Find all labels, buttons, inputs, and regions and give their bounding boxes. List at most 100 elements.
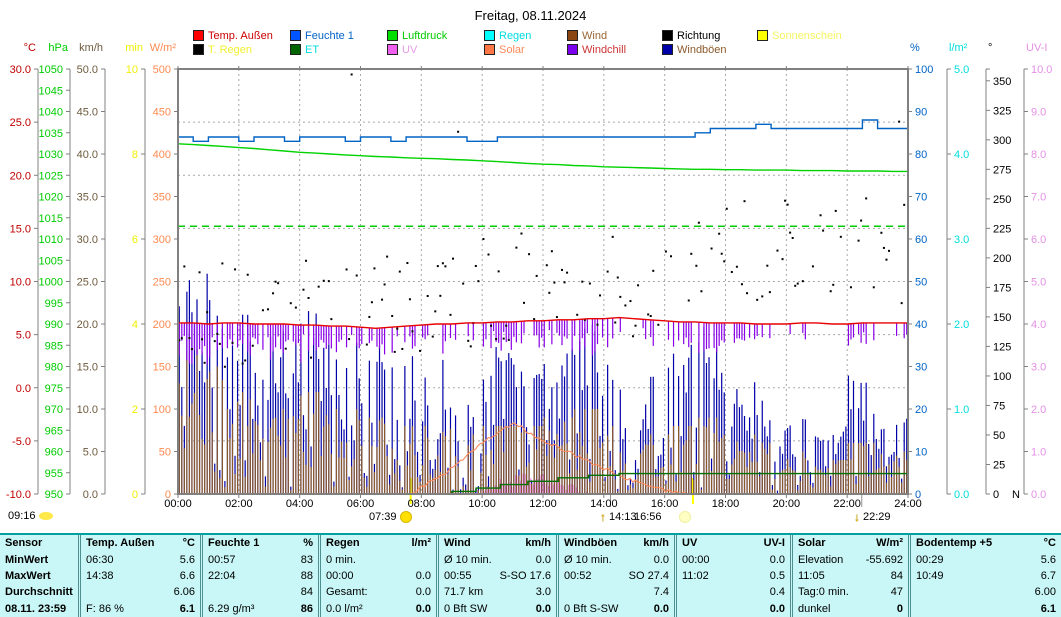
- svg-text:5.0: 5.0: [16, 330, 31, 342]
- svg-text:1030: 1030: [39, 149, 63, 161]
- svg-text:1045: 1045: [39, 85, 63, 97]
- svg-text:2.0: 2.0: [954, 319, 969, 331]
- svg-text:70: 70: [915, 192, 927, 204]
- legend-label: ET: [305, 43, 320, 56]
- sunset-sun-icon: [678, 511, 691, 523]
- legend-swatch-icon: [662, 44, 673, 55]
- table-cell-regen-header: Regen l/m²: [318, 535, 436, 552]
- svg-text:hPa: hPa: [48, 42, 68, 54]
- sun-blob-icon: [38, 512, 53, 520]
- svg-text:35.0: 35.0: [77, 192, 98, 204]
- temperature-line: [178, 316, 908, 330]
- svg-text:10: 10: [915, 447, 927, 459]
- svg-text:W/m²: W/m²: [150, 42, 177, 54]
- svg-text:N: N: [1012, 489, 1020, 501]
- svg-text:965: 965: [45, 425, 63, 437]
- svg-text:0: 0: [165, 489, 171, 501]
- svg-text:1025: 1025: [39, 170, 63, 182]
- legend-swatch-icon: [290, 30, 301, 41]
- svg-text:5.0: 5.0: [954, 64, 969, 76]
- svg-text:20.0: 20.0: [10, 170, 31, 182]
- svg-text:45.0: 45.0: [77, 107, 98, 119]
- svg-text:30.0: 30.0: [77, 234, 98, 246]
- svg-text:175: 175: [993, 282, 1011, 294]
- svg-text:970: 970: [45, 404, 63, 416]
- legend-swatch-icon: [387, 44, 398, 55]
- legend-label: Wind: [582, 29, 608, 42]
- svg-text:0.0: 0.0: [1031, 489, 1046, 501]
- moonrise-label: 14:13: [609, 511, 637, 523]
- table-cell-bodentemp-5: 10:49 6.7: [908, 567, 1061, 585]
- sunset-marker: 16:56: [634, 510, 691, 524]
- page-title: Freitag, 08.11.2024: [474, 8, 587, 23]
- svg-text:0.0: 0.0: [83, 489, 98, 501]
- legend-swatch-icon: [757, 30, 768, 41]
- legend-item-et: ET: [290, 43, 319, 56]
- sunshine-marks: [409, 478, 694, 504]
- svg-text:1005: 1005: [39, 255, 63, 267]
- svg-text:1015: 1015: [39, 213, 63, 225]
- svg-text:60: 60: [915, 234, 927, 246]
- svg-text:0: 0: [132, 489, 138, 501]
- svg-text:960: 960: [45, 447, 63, 459]
- svg-text:200: 200: [153, 319, 171, 331]
- table-cell-solar: 11:05 84: [790, 567, 908, 585]
- legend-swatch-icon: [567, 44, 578, 55]
- svg-text:25.0: 25.0: [10, 117, 31, 129]
- svg-text:20:00: 20:00: [773, 498, 801, 510]
- table-cell-uv: 00:00 0.0: [674, 551, 790, 568]
- svg-text:990: 990: [45, 319, 63, 331]
- table-cell-uv: 0.4: [674, 584, 790, 601]
- svg-text:30: 30: [915, 362, 927, 374]
- svg-text:40.0: 40.0: [77, 149, 98, 161]
- svg-text:18:00: 18:00: [712, 498, 740, 510]
- table-cell-regen: 0.0 l/m² 0.0: [318, 600, 436, 617]
- svg-text:250: 250: [153, 277, 171, 289]
- table-cell-bodentemp-5: 6.1: [908, 600, 1061, 617]
- svg-text:10.0: 10.0: [10, 277, 31, 289]
- sunrise-sun-icon: [399, 511, 412, 523]
- svg-text:250: 250: [993, 194, 1011, 206]
- legend-item-wind: Wind: [567, 29, 607, 42]
- legend-label: Temp. Außen: [208, 29, 273, 42]
- svg-text:50: 50: [993, 430, 1005, 442]
- table-cell-temp-au-en: 14:38 6.6: [78, 567, 200, 585]
- legend-item-solar: Solar: [484, 43, 525, 56]
- sunrise-label: 07:39: [369, 511, 397, 523]
- svg-text:UV-I: UV-I: [1026, 42, 1047, 54]
- sunrise-marker: 07:39: [369, 510, 412, 524]
- svg-text:75: 75: [993, 400, 1005, 412]
- svg-text:450: 450: [153, 107, 171, 119]
- svg-text:22:00: 22:00: [833, 498, 861, 510]
- svg-text:10:00: 10:00: [468, 498, 496, 510]
- svg-text:08:00: 08:00: [408, 498, 436, 510]
- svg-text:02:00: 02:00: [225, 498, 253, 510]
- table-cell-bodentemp-5: 6.00: [908, 584, 1061, 601]
- svg-text:7.0: 7.0: [1031, 192, 1046, 204]
- legend-swatch-icon: [387, 30, 398, 41]
- legend-label: Regen: [499, 29, 532, 42]
- legend-label: Feuchte 1: [305, 29, 354, 42]
- legend-swatch-icon: [567, 30, 578, 41]
- svg-text:25: 25: [993, 459, 1005, 471]
- svg-text:3.0: 3.0: [954, 234, 969, 246]
- sunset-label: 16:56: [634, 511, 662, 523]
- legend-swatch-icon: [193, 30, 204, 41]
- svg-text:1050: 1050: [39, 64, 63, 76]
- svg-text:10.0: 10.0: [1031, 64, 1052, 76]
- table-cell-uv-header: UV UV-I: [674, 535, 790, 552]
- legend-label: T. Regen: [208, 43, 253, 56]
- svg-text:°C: °C: [24, 42, 36, 54]
- table-cell-solar: Elevation -55.692: [790, 551, 908, 568]
- svg-text:125: 125: [993, 341, 1011, 353]
- svg-text:25.0: 25.0: [77, 277, 98, 289]
- svg-text:1.0: 1.0: [1031, 447, 1046, 459]
- svg-text:00:00: 00:00: [164, 498, 192, 510]
- table-cell-temp-au-en: F: 86 % 6.1: [78, 600, 200, 617]
- svg-text:8.0: 8.0: [1031, 149, 1046, 161]
- legend-item-feuchte-1: Feuchte 1: [290, 29, 354, 42]
- legend-item-windchill: Windchill: [567, 43, 626, 56]
- svg-text:995: 995: [45, 298, 63, 310]
- svg-text:l/m²: l/m²: [949, 42, 968, 54]
- table-cell-temp-au-en-header: Temp. Außen °C: [78, 535, 200, 552]
